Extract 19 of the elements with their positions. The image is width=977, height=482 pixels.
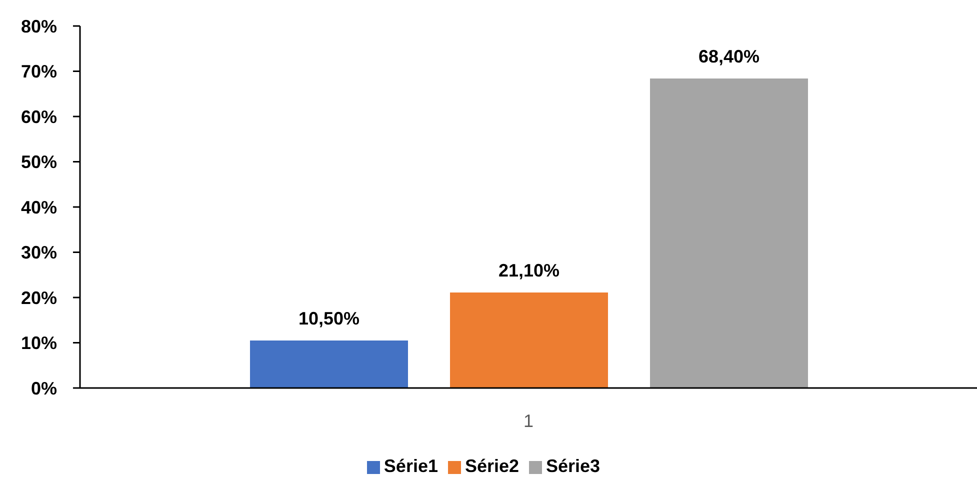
data-label: 21,10% bbox=[498, 260, 560, 281]
y-tick-label: 50% bbox=[20, 152, 57, 172]
y-tick-label: 70% bbox=[20, 62, 57, 82]
bar bbox=[450, 292, 608, 388]
y-tick-label: 60% bbox=[20, 106, 57, 127]
y-tick-label: 0% bbox=[30, 378, 57, 398]
legend-label: Série3 bbox=[546, 456, 600, 476]
data-label: 10,50% bbox=[298, 308, 360, 328]
y-tick-label: 40% bbox=[20, 197, 57, 218]
data-label: 68,40% bbox=[698, 46, 760, 66]
legend-label: Série2 bbox=[464, 456, 520, 476]
x-tick-label: 1 bbox=[523, 410, 534, 431]
y-tick-label: 10% bbox=[20, 333, 57, 354]
y-tick-label: 30% bbox=[20, 242, 57, 263]
y-tick-label: 20% bbox=[20, 288, 57, 308]
bar bbox=[250, 340, 408, 388]
bar bbox=[650, 78, 808, 388]
legend-label: Série1 bbox=[384, 456, 438, 476]
y-tick-label: 80% bbox=[20, 16, 57, 36]
